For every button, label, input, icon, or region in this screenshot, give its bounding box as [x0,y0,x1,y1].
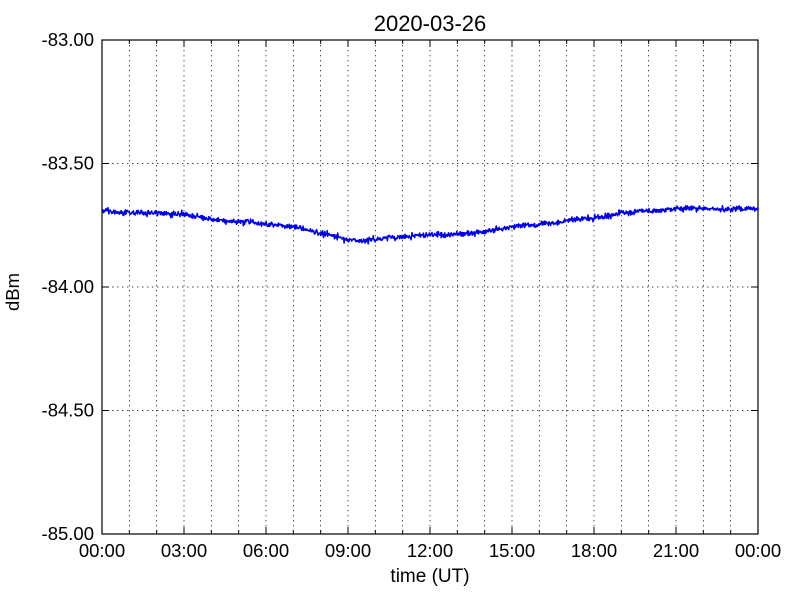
svg-text:09:00: 09:00 [325,540,371,561]
svg-text:time (UT): time (UT) [390,566,469,587]
svg-text:03:00: 03:00 [161,540,207,561]
svg-text:06:00: 06:00 [243,540,289,561]
svg-text:dBm: dBm [2,273,23,311]
svg-text:-83.50: -83.50 [42,153,94,174]
svg-text:-83.00: -83.00 [42,29,94,50]
svg-text:18:00: 18:00 [571,540,617,561]
svg-text:2020-03-26: 2020-03-26 [374,11,487,36]
svg-text:-84.50: -84.50 [42,400,94,421]
svg-text:12:00: 12:00 [407,540,453,561]
svg-text:15:00: 15:00 [489,540,535,561]
svg-text:00:00: 00:00 [735,540,781,561]
svg-text:-85.00: -85.00 [42,523,94,544]
svg-text:-84.00: -84.00 [42,276,94,297]
svg-text:21:00: 21:00 [653,540,699,561]
